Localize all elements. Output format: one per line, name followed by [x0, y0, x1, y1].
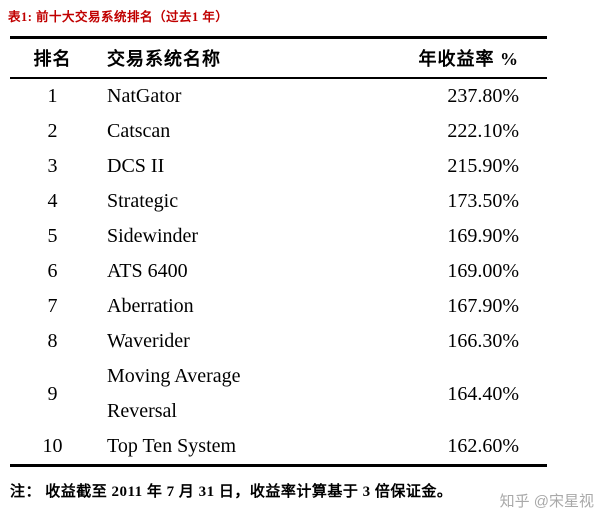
cell-rank: 10 [42, 435, 63, 457]
cell-return: 237.80% [447, 85, 519, 107]
table-header-row: 排名 交易系统名称 年收益率 % [10, 37, 547, 79]
header-rank: 排名 [10, 37, 95, 79]
table-row: 6 ATS 6400 169.00% [10, 254, 547, 289]
table-row: 7 Aberration 167.90% [10, 289, 547, 324]
ranking-table: 排名 交易系统名称 年收益率 % 1 NatGator 237.80% 2 Ca… [10, 36, 547, 467]
watermark: 知乎 @宋星视 [499, 493, 594, 510]
cell-return: 162.60% [447, 435, 519, 457]
cell-rank: 1 [47, 85, 58, 107]
table-row: 10 Top Ten System 162.60% [10, 429, 547, 466]
cell-return: 169.00% [447, 260, 519, 282]
cell-rank: 6 [47, 260, 58, 282]
cell-return: 222.10% [447, 120, 519, 142]
table-row: 3 DCS II 215.90% [10, 149, 547, 184]
cell-rank: 8 [47, 330, 58, 352]
cell-name: Sidewinder [107, 225, 199, 247]
cell-return: 166.30% [447, 330, 519, 352]
table-row: 9 Moving Average Reversal 164.40% [10, 359, 547, 429]
cell-name: NatGator [107, 85, 182, 107]
cell-rank: 5 [47, 225, 58, 247]
cell-rank: 3 [47, 155, 58, 177]
cell-name: Moving Average Reversal [107, 365, 241, 422]
cell-name: DCS II [107, 155, 165, 177]
cell-name: Catscan [107, 120, 171, 142]
header-name: 交易系统名称 [95, 37, 377, 79]
cell-name: Top Ten System [107, 435, 237, 457]
cell-return: 215.90% [447, 155, 519, 177]
cell-rank: 9 [47, 382, 58, 405]
cell-rank: 7 [47, 295, 58, 317]
cell-name: Waverider [107, 330, 190, 352]
cell-return: 167.90% [447, 295, 519, 317]
cell-return: 164.40% [447, 382, 519, 405]
cell-return: 169.90% [447, 225, 519, 247]
cell-rank: 4 [47, 190, 58, 212]
footnote: 注： 收益截至 2011 年 7 月 31 日，收益率计算基于 3 倍保证金。 [10, 484, 453, 500]
table-row: 4 Strategic 173.50% [10, 184, 547, 219]
table-row: 1 NatGator 237.80% [10, 78, 547, 114]
table-row: 8 Waverider 166.30% [10, 324, 547, 359]
cell-return: 173.50% [447, 190, 519, 212]
table-row: 5 Sidewinder 169.90% [10, 219, 547, 254]
table-caption: 表1: 前十大交易系统排名（过去1 年） [8, 10, 229, 24]
table-row: 2 Catscan 222.10% [10, 114, 547, 149]
header-return: 年收益率 % [377, 37, 547, 79]
cell-name: Strategic [107, 190, 179, 212]
cell-rank: 2 [47, 120, 58, 142]
cell-name: Aberration [107, 295, 194, 317]
cell-name: ATS 6400 [107, 260, 188, 282]
